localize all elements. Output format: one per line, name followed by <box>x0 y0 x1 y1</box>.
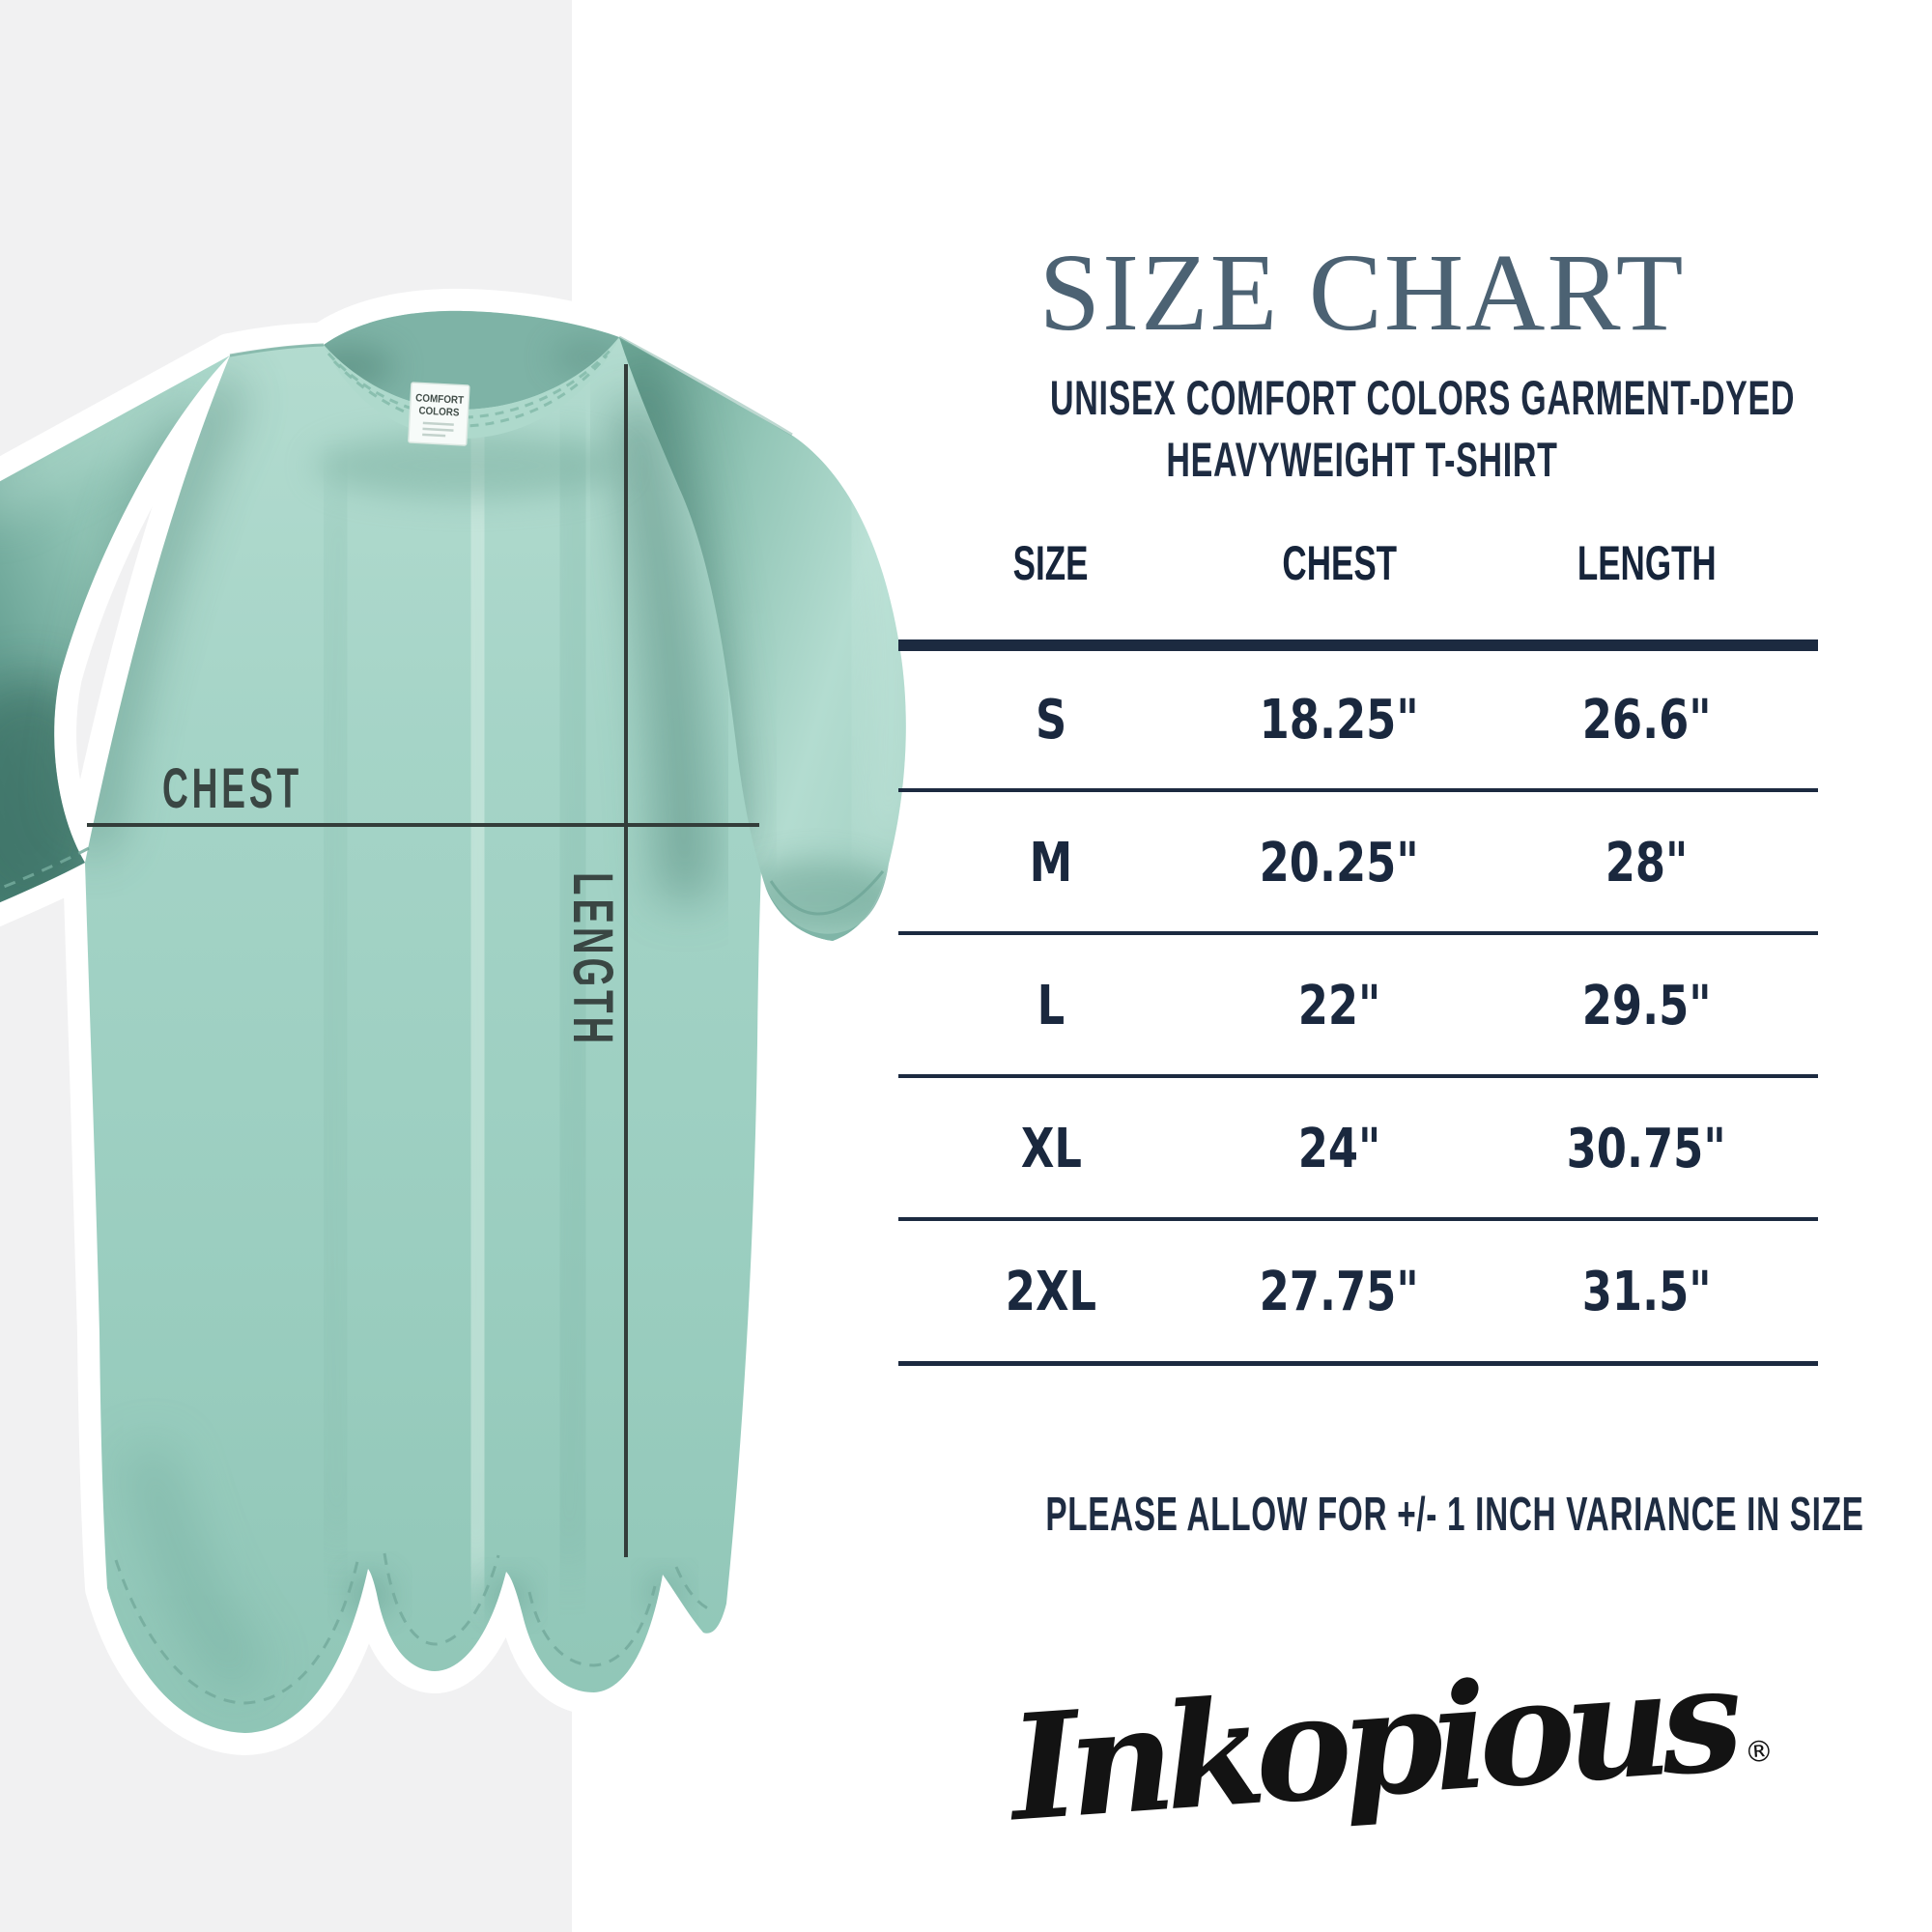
column-header-chest: CHEST <box>1282 536 1397 590</box>
subtitle-line2: HEAVYWEIGHT T-SHIRT <box>1166 433 1558 487</box>
chest-label: CHEST <box>162 757 303 820</box>
collar-band <box>324 337 619 439</box>
neck-tag-line2: COLORS <box>418 405 460 418</box>
left-shoulder-seam <box>229 343 325 357</box>
table-header-row: SIZE CHEST LENGTH <box>898 533 1818 593</box>
table-row: L 22" 29.5" <box>898 962 1818 1049</box>
collar: COMFORT COLORS <box>229 310 793 446</box>
table-row: XL 24" 30.75" <box>898 1105 1818 1192</box>
column-header-size: SIZE <box>1013 536 1089 590</box>
hem-stitching <box>114 1552 716 1705</box>
length-value: 26.6" <box>1581 688 1712 752</box>
chest-value: 20.25" <box>1259 831 1419 895</box>
collar-opening <box>324 310 619 410</box>
length-value: 31.5" <box>1581 1260 1712 1323</box>
tshirt-body <box>85 310 794 1734</box>
table-row: 2XL 27.75" 31.5" <box>898 1248 1818 1335</box>
subtitle-line1: UNISEX COMFORT COLORS GARMENT-DYED <box>1050 371 1796 425</box>
subtitle: UNISEX COMFORT COLORS GARMENT-DYED HEAVY… <box>1050 367 1794 491</box>
table-row: S 18.25" 26.6" <box>898 676 1818 763</box>
table-row: M 20.25" 28" <box>898 819 1818 906</box>
chest-measure-line <box>87 823 759 827</box>
size-value: M <box>1029 831 1073 895</box>
table-rule-header <box>898 639 1818 651</box>
right-cuff-line <box>769 870 885 916</box>
page-title: SIZE CHART <box>1038 231 1686 354</box>
neck-tag: COMFORT COLORS <box>408 382 470 446</box>
size-value: L <box>1037 974 1065 1037</box>
table-rule <box>898 1074 1818 1078</box>
variance-note: PLEASE ALLOW FOR +/- 1 INCH VARIANCE IN … <box>1045 1489 1864 1541</box>
table-rule <box>898 931 1818 935</box>
neck-tag-line1: COMFORT <box>415 392 465 407</box>
length-label: LENGTH <box>561 872 624 1048</box>
table-rule-bottom <box>898 1361 1818 1366</box>
column-header-length: LENGTH <box>1577 536 1717 590</box>
left-cuff-stitch <box>0 846 90 891</box>
length-value: 28" <box>1605 831 1689 895</box>
tshirt-left-sleeve <box>0 355 230 903</box>
right-shoulder-seam <box>618 335 793 437</box>
size-value: 2XL <box>1005 1260 1097 1323</box>
table-rule <box>898 788 1818 792</box>
chest-value: 27.75" <box>1259 1260 1419 1323</box>
length-value: 29.5" <box>1581 974 1712 1037</box>
chest-value: 18.25" <box>1259 688 1419 752</box>
registered-trademark-icon: ® <box>1743 1734 1776 1771</box>
length-value: 30.75" <box>1566 1117 1726 1180</box>
chest-value: 22" <box>1297 974 1381 1037</box>
table-rule <box>898 1217 1818 1221</box>
collar-stitch-2 <box>332 355 609 428</box>
length-measure-line <box>624 364 628 1557</box>
chest-value: 24" <box>1297 1117 1381 1180</box>
size-value: S <box>1035 688 1067 752</box>
size-value: XL <box>1020 1117 1082 1180</box>
